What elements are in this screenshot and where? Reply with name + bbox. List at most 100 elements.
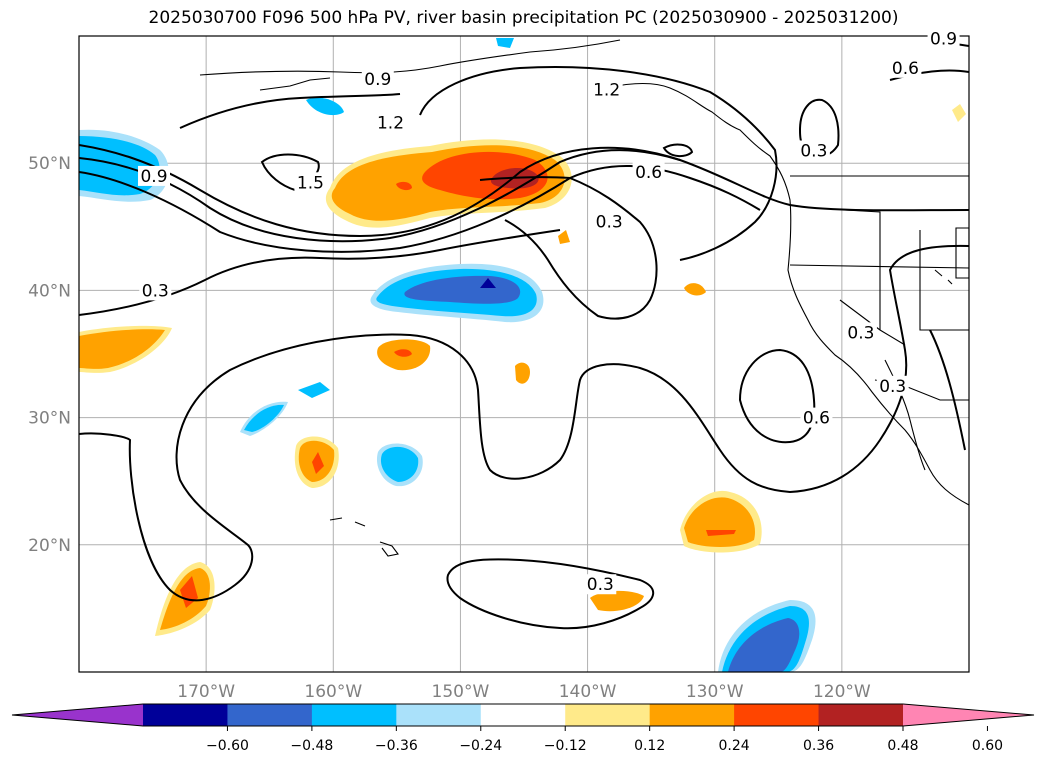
colorbar-tick-label: −0.60 [206,738,249,754]
hawaii [329,517,399,557]
aleutians [259,77,331,91]
colorbar-swatch [480,704,566,726]
contour-label: 0.6 [635,163,662,183]
contour-label-layer: 0.9 1.2 1.5 0.9 0.3 1.2 0.6 0.3 0.3 0.9 0.6 0.6 0.3 0… [138,28,960,595]
contour-line [479,176,658,320]
state-border [839,299,906,346]
positive-anomaly-patch [684,497,755,547]
colorbar-swatch [396,704,482,726]
contour-label-bg [374,112,407,133]
positive-anomaly-patch [515,362,530,384]
contour-line [79,165,761,253]
positive-anomaly-patch [79,329,165,369]
positive-anomaly-patch [684,283,706,296]
colorbar-swatch [565,704,651,726]
colorbar-swatch [227,704,313,726]
colorbar-swatch [311,704,397,726]
contour-label: 0.3 [596,213,623,233]
negative-anomaly-patch [496,38,514,48]
colorbar-swatch [818,704,904,726]
colorbar-tick-label: −0.48 [290,738,333,754]
colorbar-outline [11,703,1035,727]
latitude-label: 30°N [28,409,71,429]
contour-line [179,93,401,129]
longitude-label: 140°W [559,682,617,702]
negative-anomaly-patch [380,446,419,482]
contour-label: 0.3 [800,141,827,161]
contour-label: 0.9 [930,30,957,50]
island [934,269,953,285]
contour-label: 0.9 [140,167,167,187]
contour-label-bg [632,162,665,183]
colorbar-extend-low [12,704,143,726]
contour-label: 1.2 [377,113,404,133]
positive-anomaly-patch [558,230,570,244]
precipitation-shading [79,38,966,672]
colorbar-swatch [143,704,228,726]
contour-label: 0.6 [803,409,830,429]
colorbar-swatch [734,704,820,726]
contour-label: 0.3 [587,575,614,595]
negative-anomaly-patch [306,97,344,116]
positive-anomaly-patch [706,530,736,536]
colorbar-tick-label: 0.24 [719,738,750,754]
longitude-label: 150°W [432,682,490,702]
longitude-label: 120°W [813,682,871,702]
longitude-label: 160°W [304,682,362,702]
contour-label: 0.3 [142,281,169,301]
colorbar-tick-label: −0.12 [544,738,587,754]
contour-line [662,143,694,158]
contour-label-bg [876,375,909,396]
positive-anomaly-patch [952,104,966,122]
colorbar-tick-label: 0.60 [972,738,1003,754]
contour-label-bg [294,172,327,193]
contour-label-bg [844,322,877,343]
colorbar-tick-label: 0.48 [887,738,918,754]
longitude-label: 130°W [686,682,744,702]
north-america-coast [599,83,969,506]
figure-title: 2025030700 F096 500 hPa PV, river basin … [148,8,899,28]
contour-line [446,558,655,630]
positive-anomaly-patch [394,349,412,357]
contour-label: 1.2 [593,80,620,100]
contour-label-bg [590,79,623,100]
negative-anomaly-patch [728,618,800,672]
contour-label-bg [361,69,394,90]
contour-label: 1.5 [297,173,324,193]
latitude-label: 40°N [28,281,71,301]
colorbar-tick-label: 0.36 [803,738,834,754]
state-border [955,227,969,279]
positive-anomaly-patch [590,590,644,612]
pv-contours [79,39,969,630]
contour-label-bg [138,165,171,186]
graticule [79,36,969,672]
contour-line [419,66,778,261]
axis-label-layer: 170°W 160°W 150°W 140°W 130°W 120°W 50°N 40°N 30… [28,154,871,702]
negative-anomaly-patch [298,382,330,398]
colorbar: −0.60 −0.48 −0.36 −0.24 −0.12 0.12 0.24 0.36 0.4… [11,703,1035,754]
positive-anomaly-patch [312,452,324,474]
contour-label-bg [139,280,172,301]
contour-line [79,244,969,602]
contour-label-bg [797,140,830,161]
contour-label-bg [889,57,922,78]
contour-label: 0.6 [892,59,919,79]
colorbar-tick-label: 0.12 [634,738,665,754]
contour-label-bg [800,407,833,428]
contour-line [79,149,681,243]
colorbar-swatch [649,704,735,726]
colorbar-tick-label: −0.36 [375,738,418,754]
contour-line [929,329,966,451]
negative-anomaly-patch [244,404,284,432]
contour-label-bg [593,211,626,232]
contour-label: 0.3 [879,377,906,397]
contour-label-bg [927,28,960,49]
longitude-label: 170°W [177,682,235,702]
contour-label: 0.9 [364,70,391,90]
coastlines [199,39,969,557]
contour-label-bg [584,574,617,595]
colorbar-tick-label: −0.24 [459,738,502,754]
map-frame [78,35,970,673]
